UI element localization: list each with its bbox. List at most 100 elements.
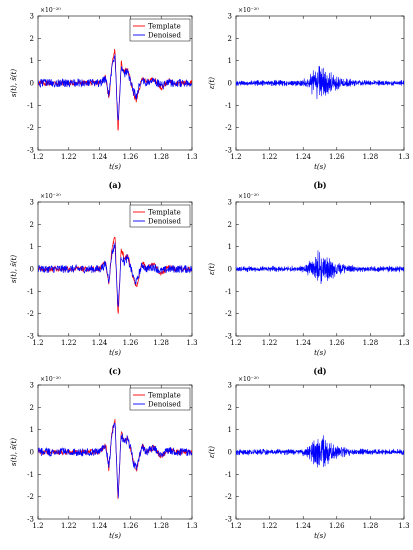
exponent-label: ×10⁻²⁰ (40, 193, 61, 200)
exponent-label: ×10⁻²⁰ (238, 7, 259, 14)
x-tick-label: 1.26 (329, 522, 345, 530)
y-tick-label: -2 (27, 493, 34, 501)
y-axis-label: ε(t) (208, 263, 216, 275)
x-tick-label: 1.3 (186, 339, 197, 347)
y-tick-label: -3 (225, 516, 232, 524)
y-tick-label: -2 (27, 310, 34, 318)
y-tick-label: 2 (228, 35, 232, 43)
y-tick-label: -3 (27, 516, 34, 524)
y-tick-label: -1 (27, 102, 34, 110)
x-tick-label: 1.26 (329, 339, 345, 347)
panel-label: (d) (313, 366, 326, 376)
y-tick-label: 0 (228, 449, 232, 457)
y-tick-label: 0 (228, 266, 232, 274)
y-tick-label: -2 (225, 310, 232, 318)
panel-label: (a) (109, 180, 122, 190)
y-tick-label: 0 (30, 266, 34, 274)
x-axis-label: t(s) (314, 349, 326, 357)
plot-area-1 (236, 66, 404, 100)
error-line (236, 435, 404, 468)
exponent-label: ×10⁻²⁰ (40, 376, 61, 383)
y-tick-label: -2 (225, 493, 232, 501)
y-tick-label: -1 (225, 102, 232, 110)
legend-label-template: Template (148, 23, 181, 31)
x-tick-label: 1.2 (32, 522, 43, 530)
x-tick-label: 1.22 (61, 339, 77, 347)
x-tick-label: 1.3 (186, 153, 197, 161)
y-tick-label: -1 (225, 288, 232, 296)
x-axis-label: t(s) (314, 532, 326, 540)
y-axis-label: s(t), ŝ(t) (10, 255, 18, 283)
y-tick-label: 3 (228, 382, 232, 390)
y-axis-label: s(t), ŝ(t) (10, 438, 18, 466)
x-tick-label: 1.26 (123, 339, 139, 347)
x-tick-label: 1.22 (61, 522, 77, 530)
y-tick-label: 2 (30, 404, 34, 412)
template-line (38, 418, 192, 499)
y-tick-label: 1 (30, 426, 34, 434)
legend-box (129, 18, 191, 42)
x-tick-label: 1.3 (398, 339, 409, 347)
y-axis-label: ε(t) (208, 77, 216, 89)
y-tick-label: 3 (30, 382, 34, 390)
x-tick-label: 1.2 (230, 339, 241, 347)
legend-label-template: Template (148, 392, 181, 400)
x-tick-label: 1.28 (363, 339, 379, 347)
x-tick-label: 1.26 (329, 153, 345, 161)
y-tick-label: 1 (30, 57, 34, 65)
x-tick-label: 1.28 (153, 522, 169, 530)
x-tick-label: 1.3 (398, 153, 409, 161)
y-tick-label: -2 (225, 124, 232, 132)
y-tick-label: 3 (30, 13, 34, 21)
legend-label-denoised: Denoised (148, 32, 181, 40)
x-tick-label: 1.2 (230, 522, 241, 530)
x-axis-label: t(s) (109, 532, 121, 540)
y-tick-label: -1 (27, 288, 34, 296)
y-tick-label: 0 (228, 80, 232, 88)
plot-area-3 (236, 250, 404, 284)
panel-label: (c) (109, 366, 122, 376)
x-tick-label: 1.24 (295, 339, 311, 347)
x-tick-label: 1.2 (32, 153, 43, 161)
plot-area-0 (38, 48, 192, 131)
legend-box (129, 387, 191, 411)
exponent-label: ×10⁻²⁰ (238, 193, 259, 200)
x-tick-label: 1.22 (61, 153, 77, 161)
exponent-label: ×10⁻²⁰ (40, 7, 61, 14)
y-tick-label: 3 (228, 199, 232, 207)
legend-label-denoised: Denoised (148, 401, 181, 409)
legend-label-template: Template (148, 209, 181, 217)
y-tick-label: 2 (228, 404, 232, 412)
x-tick-label: 1.24 (295, 522, 311, 530)
plot-area-5 (236, 435, 404, 468)
error-line (236, 66, 404, 100)
plot-area-4 (38, 418, 192, 499)
y-tick-label: -3 (225, 147, 232, 155)
x-tick-label: 1.24 (92, 522, 108, 530)
x-tick-label: 1.28 (363, 522, 379, 530)
denoised-line (38, 242, 192, 308)
y-tick-label: 0 (30, 80, 34, 88)
denoised-line (38, 54, 192, 121)
x-tick-label: 1.2 (230, 153, 241, 161)
y-tick-label: 3 (228, 13, 232, 21)
x-tick-label: 1.28 (153, 153, 169, 161)
legend-label-denoised: Denoised (148, 218, 181, 226)
y-tick-label: 3 (30, 199, 34, 207)
x-tick-label: 1.22 (262, 339, 278, 347)
y-tick-label: 2 (228, 221, 232, 229)
x-tick-label: 1.28 (153, 339, 169, 347)
y-tick-label: -1 (225, 471, 232, 479)
y-tick-label: -2 (27, 124, 34, 132)
x-tick-label: 1.24 (92, 153, 108, 161)
y-tick-label: -3 (27, 333, 34, 341)
x-axis-label: t(s) (109, 163, 121, 171)
x-tick-label: 1.3 (186, 522, 197, 530)
x-tick-label: 1.28 (363, 153, 379, 161)
y-tick-label: -1 (27, 471, 34, 479)
y-tick-label: 0 (30, 449, 34, 457)
x-tick-label: 1.3 (398, 522, 409, 530)
y-tick-label: 1 (228, 57, 232, 65)
x-tick-label: 1.24 (295, 153, 311, 161)
